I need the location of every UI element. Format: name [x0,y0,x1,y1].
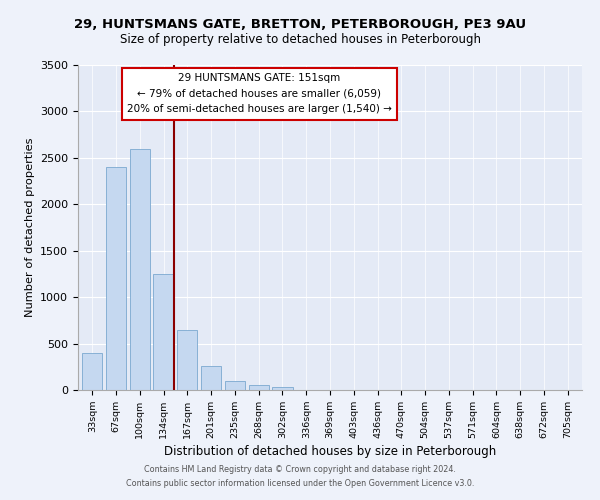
Bar [154,274,173,390]
Bar [177,330,197,390]
Text: 29 HUNTSMANS GATE: 151sqm
← 79% of detached houses are smaller (6,059)
20% of se: 29 HUNTSMANS GATE: 151sqm ← 79% of detac… [127,73,392,114]
Bar [225,380,245,390]
X-axis label: Distribution of detached houses by size in Peterborough: Distribution of detached houses by size … [164,445,496,458]
Bar [248,385,269,390]
Bar [130,148,150,390]
Bar [106,167,126,390]
Bar [82,353,103,390]
Text: 29, HUNTSMANS GATE, BRETTON, PETERBOROUGH, PE3 9AU: 29, HUNTSMANS GATE, BRETTON, PETERBOROUG… [74,18,526,30]
Text: Contains HM Land Registry data © Crown copyright and database right 2024.
Contai: Contains HM Land Registry data © Crown c… [126,466,474,487]
Bar [201,366,221,390]
Bar [272,387,293,390]
Text: Size of property relative to detached houses in Peterborough: Size of property relative to detached ho… [119,32,481,46]
Y-axis label: Number of detached properties: Number of detached properties [25,138,35,318]
